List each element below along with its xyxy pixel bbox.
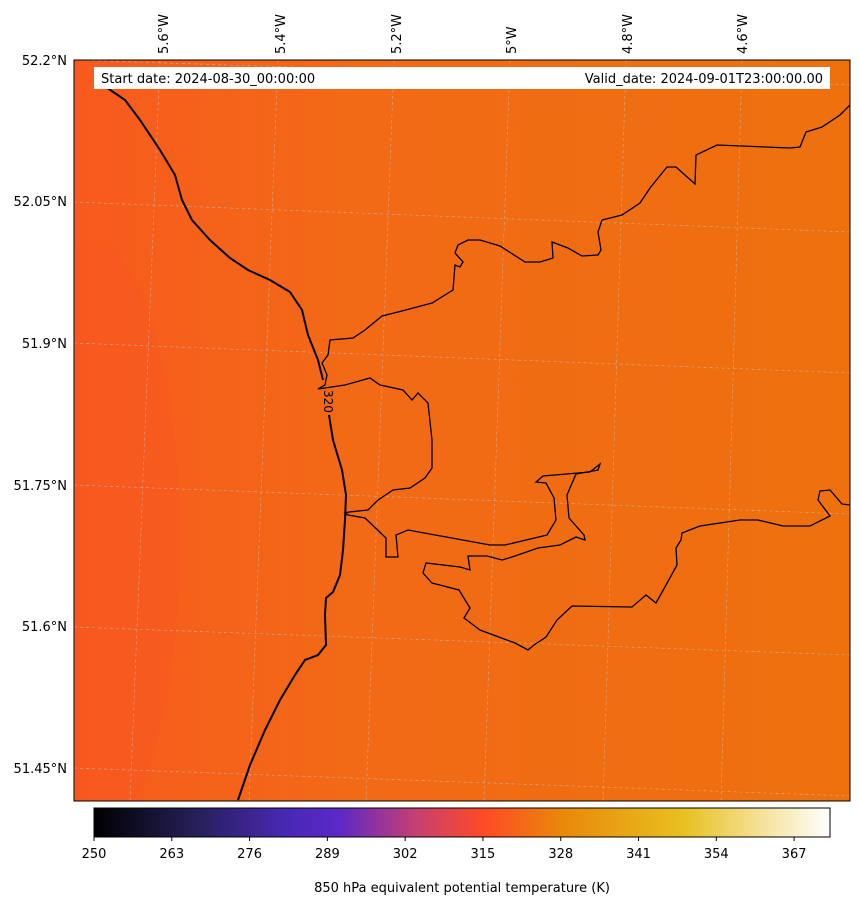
theta-e-field: [74, 60, 850, 801]
contour-320: [102, 84, 348, 801]
colorbar-ticks: 250 263 276 289 302 315 328 341 354 367: [82, 837, 807, 862]
colorbar-tick-label: 354: [704, 847, 729, 862]
colorbar-title: 850 hPa equivalent potential temperature…: [314, 881, 610, 896]
warm-lobe: [74, 240, 180, 801]
longitude-labels: 5.6°W 5.4°W 5.2°W 5°W 4.8°W 4.6°W: [157, 14, 751, 54]
lon-label: 5°W: [505, 26, 520, 54]
lat-label: 51.75°N: [14, 479, 67, 494]
map-area: 320: [74, 60, 850, 801]
info-banner: [94, 67, 830, 89]
contour-label: 320: [321, 390, 335, 413]
graticule: [74, 60, 850, 801]
colorbar-tick-label: 367: [782, 847, 807, 862]
latitude-labels: 52.2°N 52.05°N 51.9°N 51.75°N 51.6°N 51.45°N: [14, 54, 67, 777]
start-date-label: Start date: 2024-08-30_00:00:00: [101, 72, 315, 87]
lat-label: 51.6°N: [22, 620, 67, 635]
valid-date-label: Valid_date: 2024-09-01T23:00:00.00: [585, 72, 823, 87]
map-frame: [73, 59, 851, 802]
lat-label: 51.45°N: [14, 762, 67, 777]
lat-label: 52.2°N: [22, 54, 67, 69]
colorbar-tick-label: 315: [471, 847, 496, 862]
lon-label: 5.2°W: [390, 14, 405, 54]
colorbar-tick-label: 341: [626, 847, 651, 862]
coastline: [317, 104, 850, 651]
lon-label: 5.6°W: [157, 14, 172, 54]
lon-label: 5.4°W: [274, 14, 289, 54]
lon-label: 4.8°W: [621, 14, 636, 54]
lat-label: 51.9°N: [22, 337, 67, 352]
colorbar-tick-label: 289: [315, 847, 340, 862]
colorbar-tick-label: 276: [237, 847, 262, 862]
colorbar-tick-label: 328: [548, 847, 573, 862]
lon-label: 4.6°W: [736, 14, 751, 54]
colorbar-tick-label: 302: [393, 847, 418, 862]
colorbar: [93, 807, 831, 838]
colorbar-tick-label: 250: [82, 847, 107, 862]
colorbar-tick-label: 263: [159, 847, 184, 862]
lat-label: 52.05°N: [14, 195, 67, 210]
